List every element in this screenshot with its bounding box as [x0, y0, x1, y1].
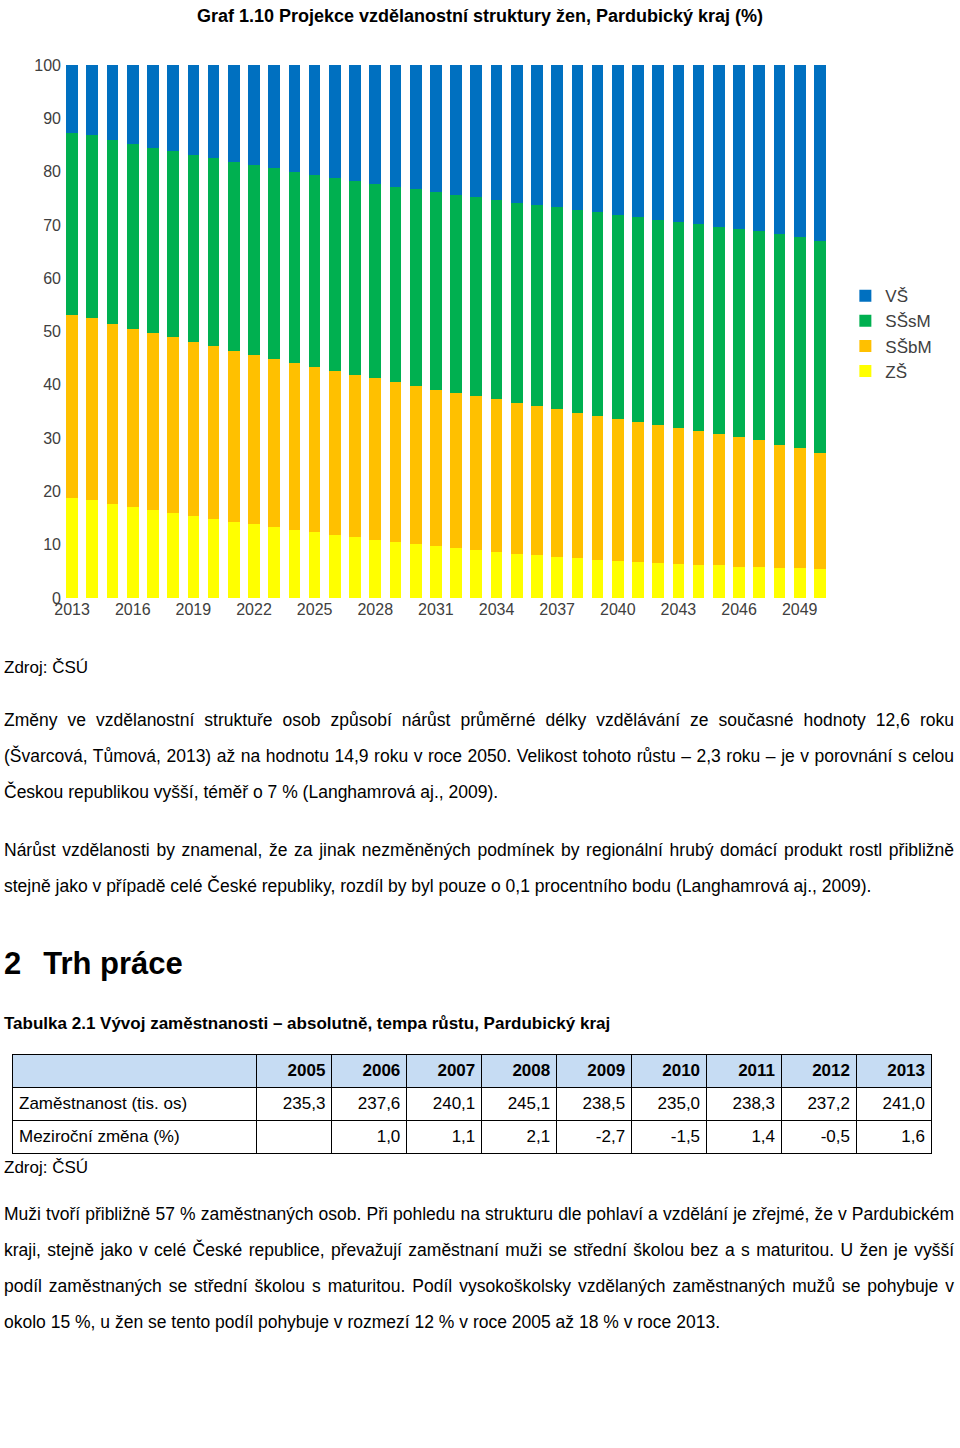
html-text:2009: 2009 — [587, 1061, 626, 1080]
html-text:1,0: 1,0 — [376, 1127, 401, 1146]
html-text:Zaměstnanost (tis. os): Zaměstnanost (tis. os) — [19, 1094, 188, 1113]
html-text:1,1: 1,1 — [451, 1127, 476, 1146]
html-text:2012: 2012 — [812, 1061, 850, 1080]
svg-text:2025: 2025 — [297, 601, 333, 618]
html-text:245,1: 245,1 — [507, 1094, 551, 1113]
html-text:-0,5: -0,5 — [820, 1127, 850, 1146]
svg-text:40: 40 — [43, 376, 61, 393]
html-text:237,2: 237,2 — [807, 1094, 850, 1113]
html-text:2008: 2008 — [512, 1061, 551, 1080]
html-text:235,0: 235,0 — [657, 1094, 701, 1113]
svg-text:70: 70 — [43, 217, 61, 234]
html-text:1,6: 1,6 — [901, 1127, 925, 1146]
svg-text:50: 50 — [43, 323, 61, 340]
svg-text:2037: 2037 — [539, 601, 575, 618]
html-text:2: 2 — [4, 946, 22, 981]
svg-text:2040: 2040 — [600, 601, 636, 618]
svg-text:SŠsM: SŠsM — [885, 312, 930, 331]
html-text:235,3: 235,3 — [282, 1094, 326, 1113]
svg-text:2019: 2019 — [176, 601, 212, 618]
html-text:Nárůst vzdělanosti by znamenal: Nárůst vzdělanosti by znamenal, že za ji… — [4, 840, 954, 896]
html-text:-2,7: -2,7 — [595, 1127, 626, 1146]
html-text:237,6: 237,6 — [357, 1094, 401, 1113]
svg-text:2022: 2022 — [236, 601, 272, 618]
svg-text:20: 20 — [43, 483, 61, 500]
html-text:Trh práce: Trh práce — [43, 946, 183, 981]
svg-text:100: 100 — [34, 57, 61, 74]
svg-text:10: 10 — [43, 536, 61, 553]
html-text:2010: 2010 — [662, 1061, 701, 1080]
svg-text:2013: 2013 — [54, 601, 90, 618]
html-text:2006: 2006 — [362, 1061, 401, 1080]
html-text:2,1: 2,1 — [526, 1127, 551, 1146]
svg-text:2049: 2049 — [782, 601, 818, 618]
html-text:-1,5: -1,5 — [670, 1127, 701, 1146]
svg-text:2043: 2043 — [661, 601, 697, 618]
html-text:1,4: 1,4 — [751, 1127, 775, 1146]
html-text:Meziroční změna (%): Meziroční změna (%) — [19, 1127, 180, 1146]
svg-text:90: 90 — [43, 110, 61, 127]
html-text:Muži tvoří přibližně 57 % zamě: Muži tvoří přibližně 57 % zaměstnaných o… — [4, 1204, 954, 1332]
svg-text:SŠbM: SŠbM — [885, 338, 931, 357]
html-text:2007: 2007 — [437, 1061, 476, 1080]
svg-text:0: 0 — [52, 590, 61, 607]
html-text:2005: 2005 — [287, 1061, 326, 1080]
svg-text:2028: 2028 — [357, 601, 393, 618]
svg-text:2016: 2016 — [115, 601, 151, 618]
svg-text:80: 80 — [43, 163, 61, 180]
svg-text:Graf 1.10 Projekce vzdělanostn: Graf 1.10 Projekce vzdělanostní struktur… — [197, 6, 763, 26]
html-text:2013: 2013 — [887, 1061, 925, 1080]
html-text:240,1: 240,1 — [432, 1094, 476, 1113]
html-text:241,0: 241,0 — [882, 1094, 925, 1113]
html-text:238,3: 238,3 — [732, 1094, 775, 1113]
html-text:Tabulka 2.1 Vývoj zaměstnanost: Tabulka 2.1 Vývoj zaměstnanosti – absolu… — [4, 1014, 611, 1033]
svg-text:ZŠ: ZŠ — [885, 363, 907, 382]
html-text:Zdroj: ČSÚ: Zdroj: ČSÚ — [4, 658, 89, 677]
svg-text:2034: 2034 — [479, 601, 515, 618]
svg-text:2046: 2046 — [721, 601, 757, 618]
svg-text:VŠ: VŠ — [885, 287, 908, 306]
svg-text:2031: 2031 — [418, 601, 454, 618]
svg-text:30: 30 — [43, 430, 61, 447]
html-text:238,5: 238,5 — [582, 1094, 626, 1113]
svg-text:60: 60 — [43, 270, 61, 287]
html-text:Zdroj: ČSÚ: Zdroj: ČSÚ — [4, 1158, 89, 1177]
html-text:Změny ve vzdělanostní struktuř: Změny ve vzdělanostní struktuře osob způ… — [4, 710, 954, 802]
html-text:2011: 2011 — [738, 1061, 775, 1080]
